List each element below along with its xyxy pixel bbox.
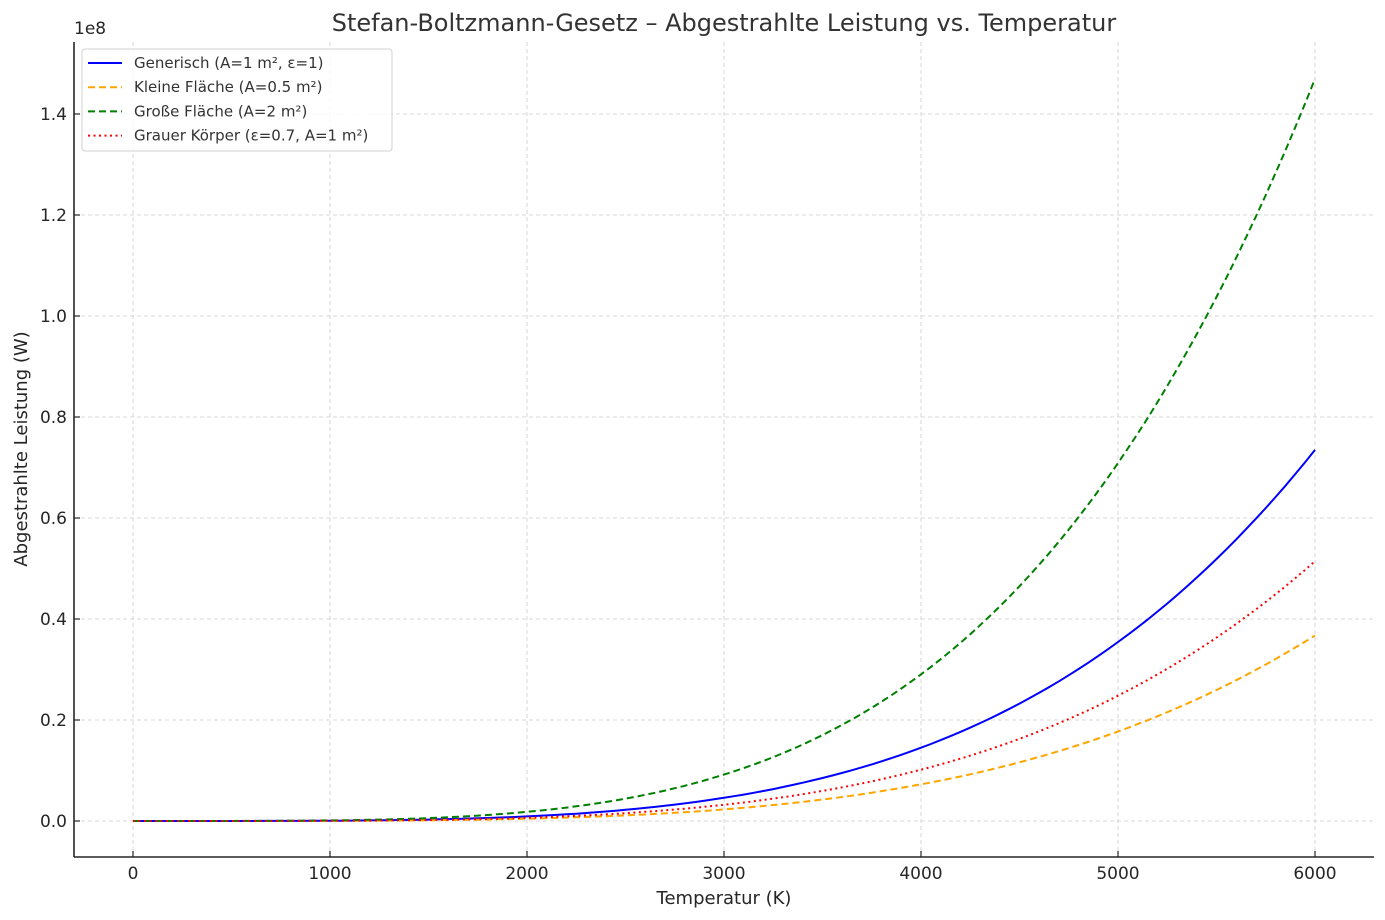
y-tick-label: 0.2 [40,711,67,731]
y-tick-label: 0.6 [40,509,67,529]
legend-label: Grauer Körper (ε=0.7, A=1 m²) [134,127,368,145]
series-line-0 [133,449,1316,822]
legend-label: Kleine Fläche (A=0.5 m²) [134,78,322,96]
x-tick-label: 4000 [899,864,942,884]
grid-lines [74,42,1374,857]
plot-lines [133,78,1316,822]
x-tick-label: 5000 [1096,864,1139,884]
x-axis-label: Temperatur (K) [656,888,792,909]
x-tick-label: 2000 [505,864,548,884]
y-tick-label: 1.4 [40,105,67,125]
series-line-2 [133,78,1316,822]
legend: Generisch (A=1 m², ε=1) Kleine Fläche (A=… [81,48,393,152]
x-tick-label: 6000 [1293,864,1336,884]
y-axis-label: Abgestrahlte Leistung (W) [11,331,32,566]
legend-label: Generisch (A=1 m², ε=1) [134,54,324,72]
tick-labels: 0 1000 2000 3000 4000 5000 6000 0.0 0.2 0.4 0.6 0.8… [40,105,1337,884]
legend-box [81,48,393,152]
y-tick-label: 1.2 [40,206,67,226]
y-tick-label: 1.0 [40,307,67,327]
y-offset-label: 1e8 [74,19,106,39]
y-tick-label: 0.0 [40,812,67,832]
y-tick-label: 0.4 [40,610,67,630]
x-tick-label: 0 [128,864,139,884]
x-tick-label: 1000 [308,864,351,884]
x-tick-label: 3000 [702,864,745,884]
chart-title: Stefan-Boltzmann-Gesetz – Abgestrahlte L… [332,9,1117,37]
y-tick-label: 0.8 [40,408,67,428]
series-line-3 [133,560,1316,822]
legend-label: Große Fläche (A=2 m²) [134,102,307,120]
series-line-1 [133,634,1316,822]
